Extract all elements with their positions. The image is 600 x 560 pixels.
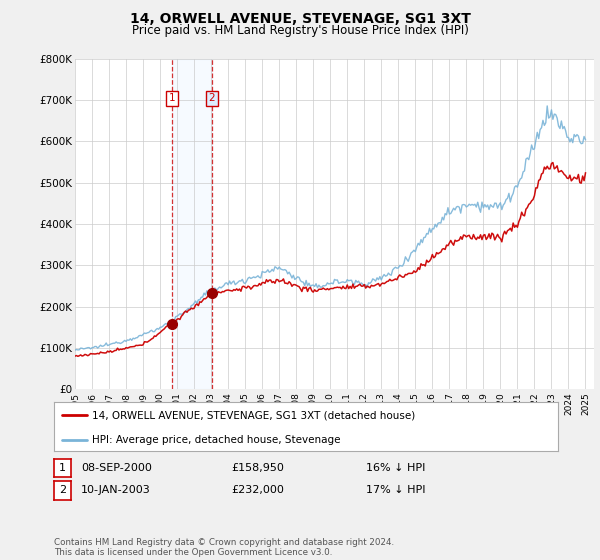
Text: 1: 1	[59, 463, 66, 473]
Text: 10-JAN-2003: 10-JAN-2003	[81, 486, 151, 495]
Text: 08-SEP-2000: 08-SEP-2000	[81, 463, 152, 473]
Text: Contains HM Land Registry data © Crown copyright and database right 2024.
This d: Contains HM Land Registry data © Crown c…	[54, 538, 394, 557]
Text: 14, ORWELL AVENUE, STEVENAGE, SG1 3XT: 14, ORWELL AVENUE, STEVENAGE, SG1 3XT	[130, 12, 470, 26]
Text: 2: 2	[59, 486, 66, 495]
Text: 14, ORWELL AVENUE, STEVENAGE, SG1 3XT (detached house): 14, ORWELL AVENUE, STEVENAGE, SG1 3XT (d…	[92, 410, 415, 421]
Text: £158,950: £158,950	[231, 463, 284, 473]
Text: £232,000: £232,000	[231, 486, 284, 495]
Text: 2: 2	[208, 94, 215, 104]
Text: HPI: Average price, detached house, Stevenage: HPI: Average price, detached house, Stev…	[92, 435, 340, 445]
Text: 1: 1	[169, 94, 175, 104]
Bar	[172, 59, 212, 389]
Text: 17% ↓ HPI: 17% ↓ HPI	[366, 486, 425, 495]
Text: Price paid vs. HM Land Registry's House Price Index (HPI): Price paid vs. HM Land Registry's House …	[131, 24, 469, 36]
Text: 16% ↓ HPI: 16% ↓ HPI	[366, 463, 425, 473]
